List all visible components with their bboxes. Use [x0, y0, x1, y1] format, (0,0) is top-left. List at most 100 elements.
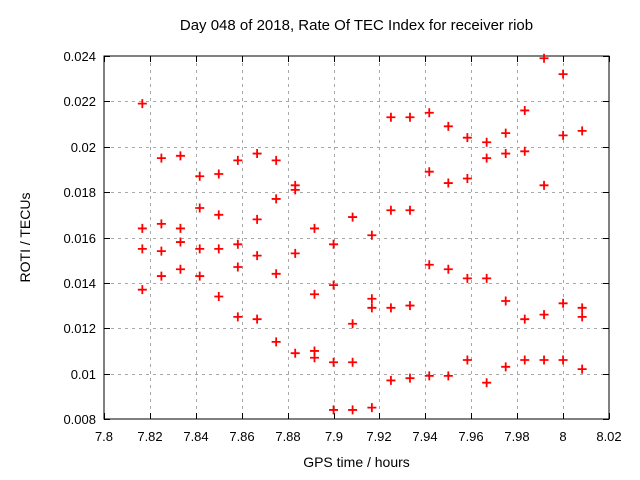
data-point-marker [520, 105, 530, 115]
data-point-marker [137, 99, 147, 109]
x-tick-label: 7.9 [325, 429, 343, 444]
data-point-marker [309, 223, 319, 233]
data-point-marker [348, 357, 358, 367]
y-tick-label: 0.02 [71, 140, 96, 155]
data-point-marker [290, 185, 300, 195]
data-point-marker [462, 133, 472, 143]
data-point-marker [482, 153, 492, 163]
data-point-marker [577, 364, 587, 374]
data-point-marker [386, 375, 396, 385]
data-point-marker [156, 219, 166, 229]
data-point-marker [271, 269, 281, 279]
data-point-marker [137, 244, 147, 254]
data-point-marker [482, 378, 492, 388]
data-point-marker [577, 312, 587, 322]
data-point-marker [424, 371, 434, 381]
data-point-marker [405, 301, 415, 311]
y-tick-label: 0.012 [63, 321, 96, 336]
data-point-marker [539, 53, 549, 63]
data-point-marker [424, 108, 434, 118]
data-point-marker [424, 260, 434, 270]
data-point-marker [405, 373, 415, 383]
data-point-marker [386, 112, 396, 122]
data-point-marker [233, 155, 243, 165]
y-tick-label: 0.022 [63, 94, 96, 109]
data-point-marker [175, 264, 185, 274]
data-point-marker [539, 310, 549, 320]
x-tick-label: 7.96 [458, 429, 483, 444]
data-point-marker [577, 303, 587, 313]
data-point-marker [195, 244, 205, 254]
tick-label-layer: 7.8 7.82 7.84 7.86 7.88 7.9 7.92 7.94 7.96 7.98 8 8… [63, 49, 621, 444]
data-point-marker [329, 357, 339, 367]
data-point-marker [443, 121, 453, 131]
y-tick-label: 0.01 [71, 367, 96, 382]
y-tick-label: 0.014 [63, 276, 96, 291]
data-point-marker [520, 355, 530, 365]
data-point-marker [233, 239, 243, 249]
data-point-marker [558, 298, 568, 308]
x-axis-label: GPS time / hours [303, 454, 410, 470]
data-point-marker [443, 371, 453, 381]
data-point-marker [329, 280, 339, 290]
x-tick-label: 7.8 [95, 429, 113, 444]
data-point-marker [348, 319, 358, 329]
data-point-marker [520, 146, 530, 156]
data-point-marker [309, 353, 319, 363]
data-point-marker [367, 303, 377, 313]
data-point-marker [443, 178, 453, 188]
data-point-marker [501, 149, 511, 159]
data-point-marker [309, 289, 319, 299]
data-point-marker [329, 405, 339, 415]
data-point-marker [329, 239, 339, 249]
data-point-marker [175, 151, 185, 161]
data-point-marker [195, 271, 205, 281]
x-tick-label: 7.82 [137, 429, 162, 444]
data-point-marker [520, 314, 530, 324]
data-point-marker [462, 273, 472, 283]
data-point-marker [214, 291, 224, 301]
x-tick-label: 7.84 [183, 429, 208, 444]
data-point-marker [539, 180, 549, 190]
data-point-marker [271, 155, 281, 165]
data-point-marker [348, 212, 358, 222]
data-point-marker [501, 296, 511, 306]
data-point-marker [558, 355, 568, 365]
y-tick-label: 0.018 [63, 185, 96, 200]
data-point-marker [577, 126, 587, 136]
data-point-marker [482, 273, 492, 283]
data-point-marker [501, 362, 511, 372]
data-point-marker [539, 355, 549, 365]
data-point-marker [195, 203, 205, 213]
data-point-marker [482, 137, 492, 147]
x-tick-label: 7.86 [229, 429, 254, 444]
data-point-marker [386, 205, 396, 215]
data-point-marker [271, 337, 281, 347]
x-tick-label: 7.92 [366, 429, 391, 444]
x-tick-label: 8 [559, 429, 566, 444]
x-tick-label: 8.02 [596, 429, 621, 444]
data-point-marker [367, 230, 377, 240]
data-point-marker [175, 237, 185, 247]
y-tick-label: 0.016 [63, 231, 96, 246]
plot-border [103, 55, 610, 420]
data-point-marker [501, 128, 511, 138]
data-point-marker [137, 223, 147, 233]
data-point-marker [195, 171, 205, 181]
data-point-marker [558, 69, 568, 79]
grid-layer [104, 56, 609, 419]
data-point-marker [156, 271, 166, 281]
data-point-marker [367, 403, 377, 413]
data-point-marker [405, 205, 415, 215]
data-point-marker [424, 167, 434, 177]
y-axis-label: ROTI / TECUs [17, 193, 33, 283]
y-tick-label: 0.024 [63, 49, 96, 64]
data-point-marker [214, 244, 224, 254]
data-point-marker [137, 285, 147, 295]
data-point-marker [214, 210, 224, 220]
x-tick-label: 7.98 [504, 429, 529, 444]
data-point-marker [367, 294, 377, 304]
data-point-marker [462, 174, 472, 184]
